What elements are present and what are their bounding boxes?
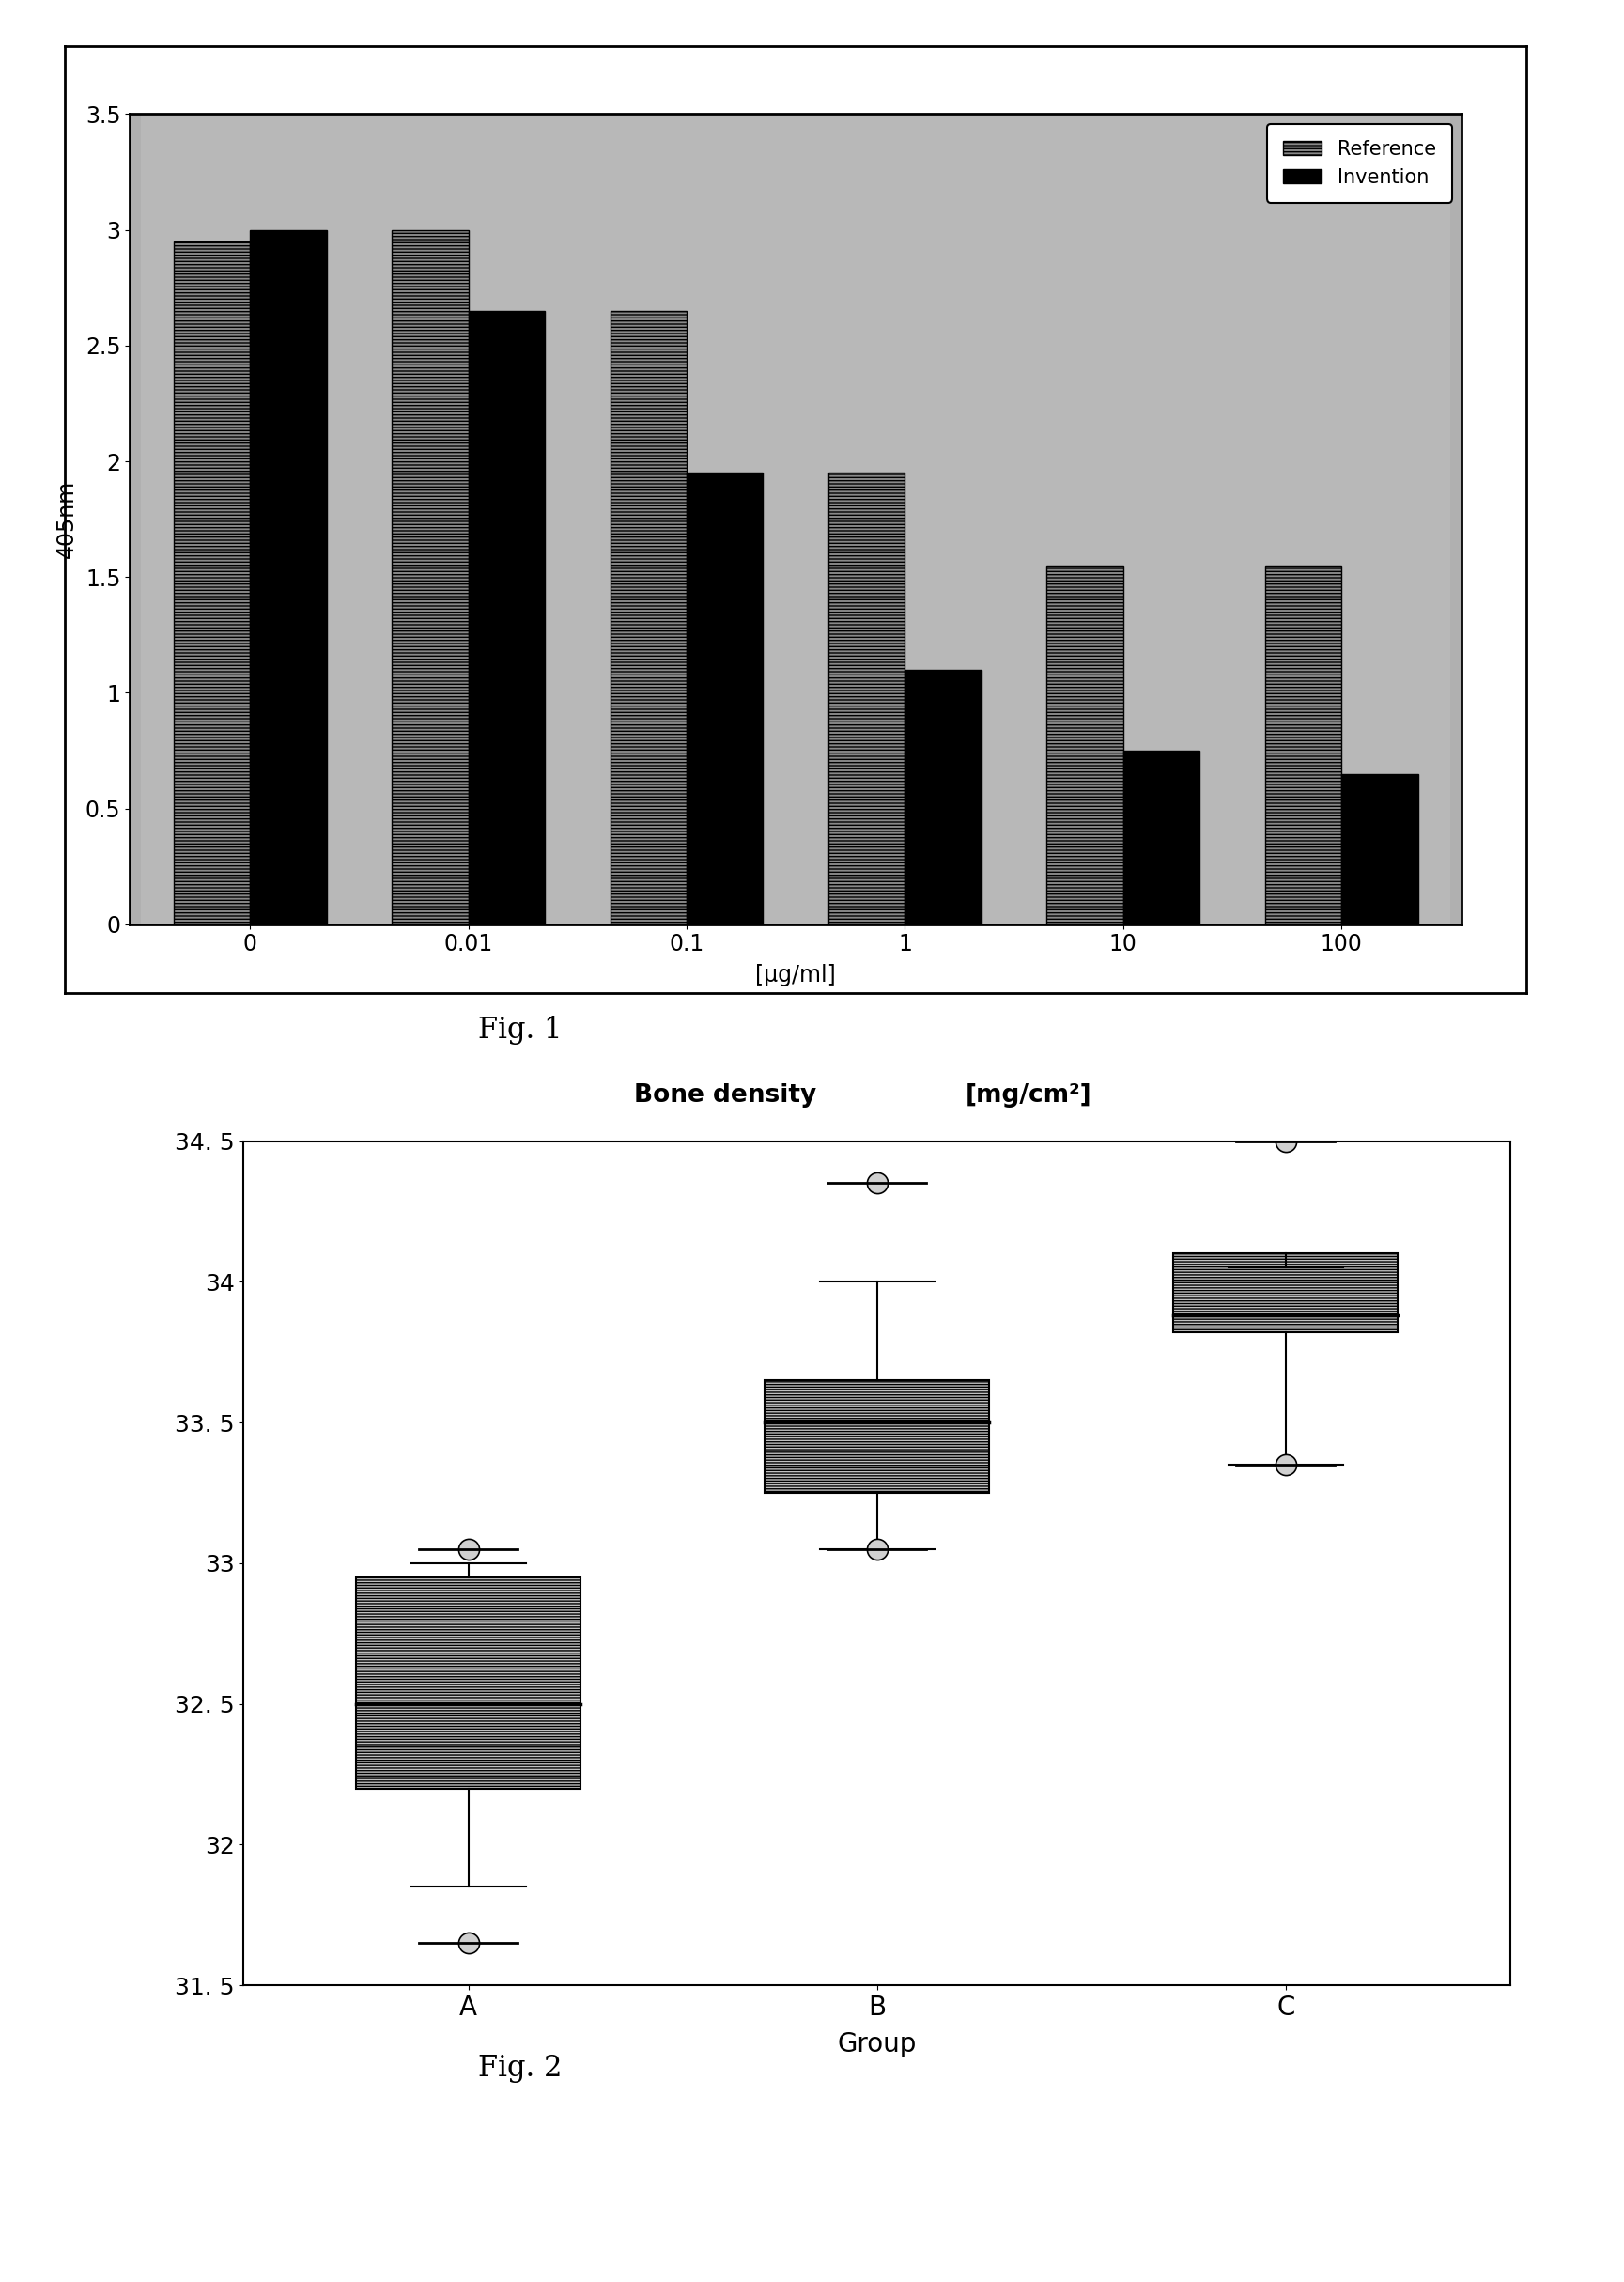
- Bar: [391, 230, 468, 924]
- Bar: [1047, 566, 1124, 924]
- Bar: [828, 472, 905, 924]
- Text: Fig. 2: Fig. 2: [477, 2054, 562, 2083]
- Bar: [1173, 1253, 1398, 1333]
- Legend: Reference, Invention: Reference, Invention: [1267, 123, 1452, 203]
- X-axis label: [μg/ml]: [μg/ml]: [755, 963, 836, 986]
- Bar: [1341, 774, 1418, 924]
- Bar: [1265, 566, 1341, 924]
- Bar: [250, 230, 326, 924]
- Bar: [905, 669, 981, 924]
- Bar: [174, 242, 250, 924]
- Bar: [1124, 751, 1200, 924]
- Text: Fig. 1: Fig. 1: [477, 1015, 562, 1045]
- X-axis label: Group: Group: [838, 2031, 916, 2058]
- Text: Bone density: Bone density: [633, 1082, 817, 1107]
- Bar: [468, 310, 544, 924]
- Bar: [765, 1381, 989, 1492]
- Y-axis label: 405nm: 405nm: [55, 479, 78, 559]
- Bar: [611, 310, 687, 924]
- Bar: [687, 472, 763, 924]
- Bar: [356, 1577, 581, 1789]
- Text: [mg/cm²]: [mg/cm²]: [966, 1082, 1093, 1107]
